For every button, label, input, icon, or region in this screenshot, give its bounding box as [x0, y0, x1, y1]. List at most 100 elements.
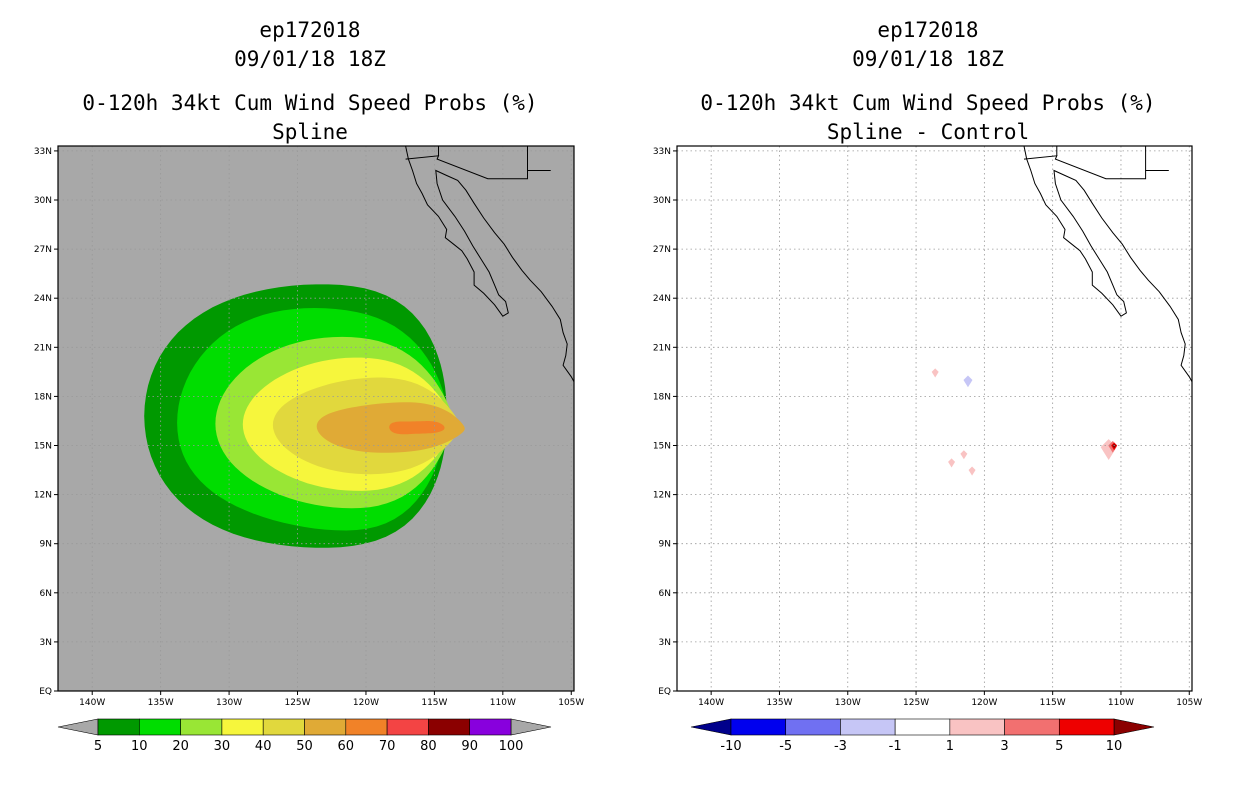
x-tick-label: 135W: [148, 698, 174, 708]
colorbar-label: 100: [499, 739, 524, 754]
y-tick-label: 21N: [34, 343, 52, 353]
x-tick-label: 125W: [903, 698, 929, 708]
map-background: [677, 146, 1192, 691]
left-title-storm-id: ep172018: [259, 18, 361, 42]
y-tick-label: 24N: [653, 294, 671, 304]
colorbar-swatch: [949, 718, 1005, 736]
colorbar-label: 80: [420, 739, 437, 754]
y-tick-label: 27N: [34, 245, 52, 255]
colorbar-label: 1: [946, 739, 954, 754]
difference-spot: [963, 375, 973, 388]
colorbar-label: -1: [889, 739, 902, 754]
colorbar-swatch: [1058, 718, 1115, 736]
colorbar-label: 90: [461, 739, 478, 754]
colorbar-label: 20: [172, 739, 189, 754]
colorbar-swatch: [221, 718, 264, 736]
y-tick-label: 33N: [34, 147, 52, 157]
y-tick-label: 30N: [34, 196, 52, 206]
colorbar-swatch: [345, 718, 388, 736]
colorbar-swatch: [1004, 718, 1060, 736]
x-tick-label: 105W: [558, 698, 584, 708]
x-tick-label: 135W: [766, 698, 792, 708]
coastline: [1023, 146, 1192, 382]
colorbar-over-arrow: [1113, 718, 1155, 736]
left-map-panel: 140W 135W 130W 125W 120W 115W 110W 105W EQ 3N 6N 9N…: [34, 145, 584, 708]
colorbar-swatch: [894, 718, 951, 736]
x-tick-label: 105W: [1176, 698, 1202, 708]
right-title-storm-id: ep172018: [877, 18, 979, 42]
colorbar-label: 70: [379, 739, 396, 754]
y-tick-label: 33N: [653, 147, 671, 157]
colorbar-swatch: [730, 718, 787, 736]
y-tick-label: 3N: [659, 638, 671, 648]
y-tick-label: 12N: [653, 491, 671, 501]
right-title-product: 0-120h 34kt Cum Wind Speed Probs (%): [700, 91, 1156, 115]
y-tick-label: 9N: [659, 540, 671, 550]
colorbar-swatch: [262, 718, 305, 736]
y-tick-label: 12N: [34, 491, 52, 501]
colorbar-label: 30: [214, 739, 231, 754]
colorbar-label: 5: [1055, 739, 1063, 754]
colorbar-label: -5: [779, 739, 792, 754]
map-frame: [57, 145, 575, 692]
colorbar-swatch: [785, 718, 841, 736]
y-tick-label: EQ: [39, 687, 52, 697]
y-tick-label: 18N: [653, 392, 671, 402]
colorbar-under-arrow: [57, 718, 99, 736]
x-tick-label: 120W: [971, 698, 997, 708]
x-tick-label: 140W: [79, 698, 105, 708]
y-tick-label: 6N: [40, 589, 52, 599]
x-tick-label: 140W: [698, 698, 724, 708]
right-map-panel: 140W 135W 130W 125W 120W 115W 110W 105W EQ 3N 6N 9N…: [653, 145, 1202, 708]
difference-spot: [968, 466, 976, 476]
colorbar-swatch: [428, 718, 470, 736]
map-frame: [676, 145, 1193, 692]
y-tick-label: 24N: [34, 294, 52, 304]
colorbar-swatch: [139, 718, 181, 736]
left-title-method: Spline: [272, 120, 348, 144]
x-tick-label: 125W: [284, 698, 310, 708]
y-tick-label: 15N: [653, 442, 671, 452]
colorbar-swatch: [97, 718, 140, 736]
y-tick-label: 9N: [40, 540, 52, 550]
y-tick-label: 18N: [34, 392, 52, 402]
colorbar-label: 10: [1106, 739, 1123, 754]
difference-spot: [960, 450, 968, 460]
x-tick-label: 115W: [1040, 698, 1066, 708]
difference-spot: [1112, 443, 1116, 449]
right-title-method: Spline - Control: [826, 120, 1030, 144]
colorbar-swatch: [180, 718, 223, 736]
y-tick-label: 6N: [659, 589, 671, 599]
colorbar-label: 5: [94, 739, 102, 754]
left-title: ep172018 09/01/18 18Z 0-120h 34kt Cum Wi…: [50, 16, 570, 147]
y-tick-label: 27N: [653, 245, 671, 255]
difference-spot: [948, 458, 956, 468]
colorbar-swatch: [840, 718, 896, 736]
x-tick-label: 110W: [1108, 698, 1134, 708]
left-title-date: 09/01/18 18Z: [234, 47, 386, 71]
colorbar-label: -3: [834, 739, 847, 754]
colorbar-label: 40: [255, 739, 272, 754]
colorbar-label: 10: [131, 739, 148, 754]
colorbar-over-arrow: [510, 718, 552, 736]
colorbar-swatch: [469, 718, 512, 736]
x-tick-label: 130W: [835, 698, 861, 708]
y-tick-label: 3N: [40, 638, 52, 648]
left-colorbar: 5 10 20 30 40 50 60 70 80 90 100: [57, 718, 552, 754]
x-tick-label: 110W: [490, 698, 516, 708]
coastline: [405, 146, 574, 382]
colorbar-label: -10: [720, 739, 741, 754]
y-tick-label: EQ: [658, 687, 671, 697]
left-title-product: 0-120h 34kt Cum Wind Speed Probs (%): [82, 91, 538, 115]
right-colorbar: -10 -5 -3 -1 1 3 5 10: [690, 718, 1155, 754]
colorbar-label: 3: [1000, 739, 1008, 754]
contour-60-percent: [389, 421, 445, 435]
colorbar-swatch: [304, 718, 347, 736]
difference-spot: [931, 368, 939, 378]
right-title-date: 09/01/18 18Z: [852, 47, 1004, 71]
colorbar-label: 60: [338, 739, 355, 754]
colorbar-label: 50: [296, 739, 313, 754]
colorbar-under-arrow: [690, 718, 732, 736]
x-tick-label: 120W: [353, 698, 379, 708]
